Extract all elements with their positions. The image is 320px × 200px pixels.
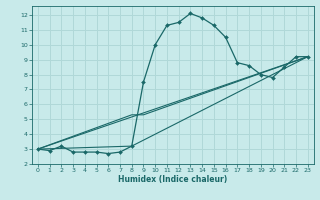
X-axis label: Humidex (Indice chaleur): Humidex (Indice chaleur) [118,175,228,184]
